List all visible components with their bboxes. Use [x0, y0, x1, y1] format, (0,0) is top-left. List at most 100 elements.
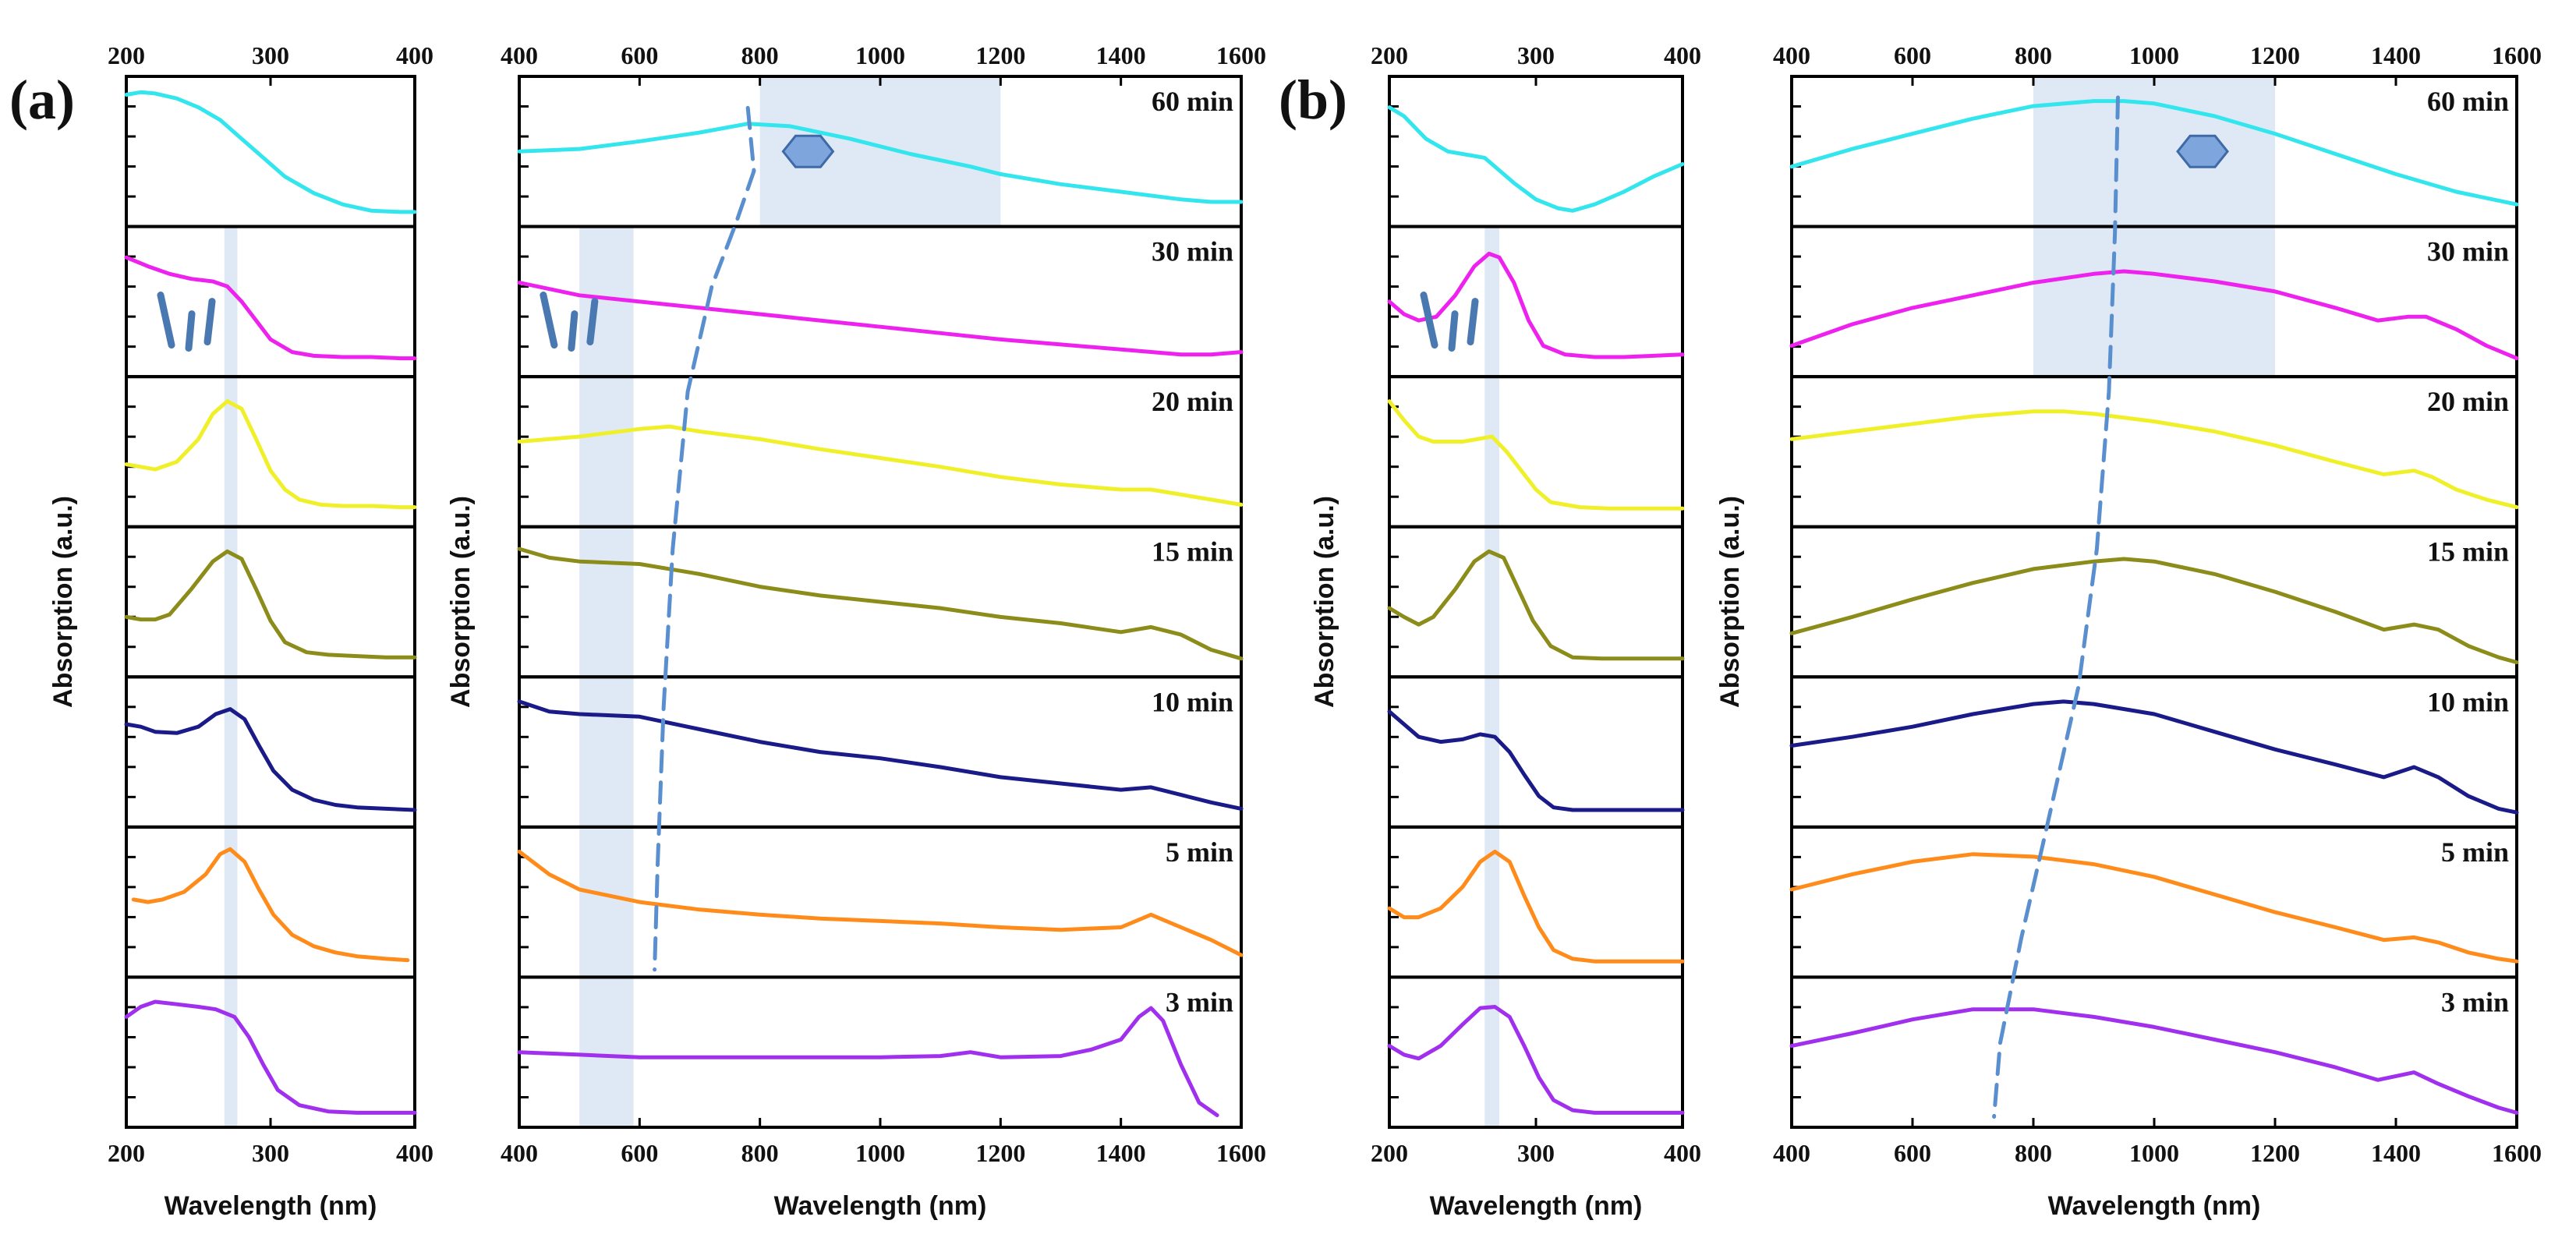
x-axis-title: Wavelength (nm) — [774, 1191, 987, 1221]
time-label: 5 min — [1166, 836, 1233, 868]
x-tick-label: 400 — [501, 1139, 538, 1167]
time-label: 3 min — [2441, 986, 2509, 1017]
x-tick-label-top: 800 — [2015, 41, 2052, 69]
x-tick-label: 1000 — [855, 1139, 905, 1167]
series-line-5-min — [1387, 849, 1685, 964]
x-tick-label: 1600 — [1216, 1139, 1266, 1167]
x-tick-label: 300 — [1517, 1139, 1555, 1167]
series-line-60-min — [1789, 99, 2519, 207]
peak-shift-line — [1992, 95, 2120, 1119]
x-tick-label-top: 1400 — [1096, 41, 1146, 69]
x-tick-label: 200 — [108, 1139, 145, 1167]
time-label: 60 min — [2427, 86, 2509, 117]
series-line-10-min — [1387, 709, 1685, 812]
x-tick-label-top: 1400 — [2371, 41, 2421, 69]
time-label: 3 min — [1166, 986, 1233, 1017]
series-line-10-min — [124, 707, 417, 812]
x-tick-label: 300 — [252, 1139, 289, 1167]
panel-label-a: (a) — [9, 69, 75, 131]
series-line-15-min — [1789, 557, 2519, 665]
series-line-30-min — [517, 281, 1244, 357]
x-tick-label-top: 1000 — [855, 41, 905, 69]
y-axis-title: Absorption (a.u.) — [446, 496, 476, 708]
series-line-5-min — [517, 849, 1244, 957]
time-label: 15 min — [2427, 536, 2509, 568]
y-axis-title: Absorption (a.u.) — [1715, 496, 1745, 708]
series-line-30-min — [124, 255, 417, 361]
time-label: 5 min — [2441, 836, 2509, 868]
x-tick-label: 800 — [2015, 1139, 2052, 1167]
series-line-60-min — [1387, 105, 1685, 213]
time-label: 20 min — [2427, 386, 2509, 417]
series-line-20-min — [1789, 409, 2519, 510]
time-label: 20 min — [1152, 386, 1233, 417]
time-label: 60 min — [1152, 86, 1233, 117]
time-label: 10 min — [1152, 686, 1233, 717]
series-line-5-min — [131, 847, 410, 963]
x-tick-label-top: 400 — [1773, 41, 1810, 69]
x-tick-label-top: 600 — [1894, 41, 1931, 69]
x-tick-label-top: 300 — [252, 41, 289, 69]
x-tick-label-top: 400 — [1664, 41, 1701, 69]
x-tick-label: 1400 — [1096, 1139, 1146, 1167]
x-tick-label: 400 — [396, 1139, 433, 1167]
y-axis-title: Absorption (a.u.) — [48, 496, 78, 708]
x-axis-title: Wavelength (nm) — [2048, 1191, 2261, 1221]
x-tick-label-top: 800 — [741, 41, 779, 69]
series-line-20-min — [1387, 399, 1685, 511]
series-line-60-min — [124, 90, 417, 214]
series-line-20-min — [124, 399, 417, 510]
nanorod-icon — [157, 292, 216, 352]
nanorod-icon — [540, 292, 599, 352]
hexagon-icon — [781, 134, 835, 168]
chart-b-nir-plot: 60 min 30 min 20 min 15 min 10 min 5 min 3 min… — [1715, 41, 2542, 1221]
x-tick-label-top: 600 — [621, 41, 658, 69]
x-tick-label-top: 200 — [1371, 41, 1408, 69]
series-line-3-min — [517, 1006, 1219, 1118]
time-label: 15 min — [1152, 536, 1233, 568]
x-tick-label: 200 — [1371, 1139, 1408, 1167]
panel-label-b: (b) — [1279, 69, 1347, 131]
x-tick-label: 1200 — [975, 1139, 1025, 1167]
hexagon-icon — [2176, 134, 2229, 168]
x-tick-label-top: 400 — [396, 41, 433, 69]
time-label: 10 min — [2427, 686, 2509, 717]
x-tick-label: 1600 — [2492, 1139, 2542, 1167]
chart-b-uv-plot: 200 200 300 300 400 400 Wavelength (nm) Absorpt… — [1310, 41, 1701, 1221]
series-line-60-min — [517, 122, 1244, 204]
x-tick-label: 1200 — [2250, 1139, 2300, 1167]
time-label: 30 min — [2427, 236, 2509, 267]
x-tick-label: 1400 — [2371, 1139, 2421, 1167]
series-line-3-min — [1387, 1005, 1685, 1115]
series-line-15-min — [517, 546, 1244, 661]
x-tick-label-top: 1200 — [2250, 41, 2300, 69]
x-tick-label-top: 300 — [1517, 41, 1555, 69]
series-line-10-min — [1789, 699, 2519, 815]
time-label: 30 min — [1152, 236, 1233, 267]
x-tick-label: 800 — [741, 1139, 779, 1167]
y-axis-title: Absorption (a.u.) — [1310, 496, 1339, 708]
x-tick-label-top: 1200 — [975, 41, 1025, 69]
series-line-5-min — [1789, 852, 2519, 964]
x-tick-label: 400 — [1773, 1139, 1810, 1167]
x-axis-title: Wavelength (nm) — [1430, 1191, 1643, 1221]
peak-shift-line — [653, 105, 756, 972]
x-tick-label: 1000 — [2129, 1139, 2179, 1167]
chart-a-nir-plot: 60 min 30 min 20 min 15 min 10 min 5 min 3 min… — [446, 41, 1266, 1221]
x-tick-label: 400 — [1664, 1139, 1701, 1167]
nanorod-icon — [1420, 292, 1479, 352]
x-tick-label: 600 — [1894, 1139, 1931, 1167]
series-line-10-min — [517, 699, 1244, 811]
series-line-30-min — [1789, 269, 2519, 361]
series-line-15-min — [124, 549, 417, 660]
x-tick-label-top: 400 — [501, 41, 538, 69]
series-line-15-min — [1387, 549, 1685, 661]
x-tick-label-top: 1600 — [1216, 41, 1266, 69]
x-tick-label-top: 200 — [108, 41, 145, 69]
x-tick-label: 600 — [621, 1139, 658, 1167]
chart-a-uv-plot: 200 200 300 300 400 400 Wavelength (nm) Absorpt… — [48, 41, 433, 1221]
x-axis-title: Wavelength (nm) — [165, 1191, 377, 1221]
series-line-3-min — [1789, 1007, 2519, 1115]
x-tick-label-top: 1600 — [2492, 41, 2542, 69]
